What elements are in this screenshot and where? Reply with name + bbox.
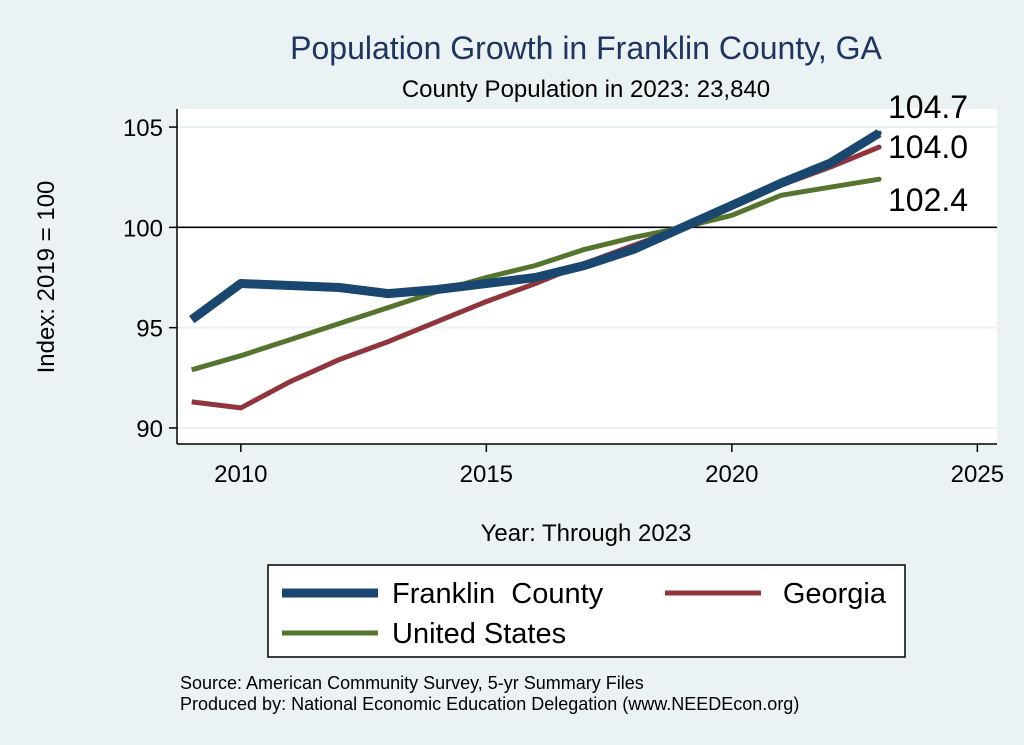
end-labels: 104.7 104.0 102.4 (888, 89, 968, 218)
x-axis-label: Year: Through 2023 (481, 520, 692, 547)
plot-area (177, 109, 997, 444)
series-line-united-states (191, 176, 880, 373)
producer-note: Produced by: National Economic Education… (180, 694, 799, 714)
y-tick-label-100: 100 (123, 215, 163, 242)
legend-label-2: Georgia (783, 578, 887, 610)
x-tick-label-2010: 2010 (214, 461, 267, 488)
source-note: Source: American Community Survey, 5-yr … (180, 673, 644, 693)
legend-label-1: Franklin County (392, 578, 604, 610)
series-lines (189, 129, 882, 411)
legend-label-3: United States (392, 618, 566, 650)
legend: Franklin County Georgia United States (282, 578, 887, 650)
y-axis-label: Index: 2019 = 100 (33, 181, 60, 374)
x-tick-label-2015: 2015 (460, 461, 513, 488)
x-tick-label-2025: 2025 (951, 461, 1004, 488)
legend-box (267, 564, 906, 658)
x-tick-label-2020: 2020 (705, 461, 758, 488)
y-tick-label-105: 105 (123, 115, 163, 142)
end-marker-1 (876, 130, 882, 136)
end-label-2: 104.0 (888, 129, 968, 165)
y-axis-ticks: 90 95 100 105 (123, 115, 177, 443)
end-marker-3 (876, 176, 882, 182)
chart-subtitle: County Population in 2023: 23,840 (402, 76, 770, 103)
chart-title: Population Growth in Franklin County, GA (290, 30, 882, 66)
series-line-franklin-county (189, 129, 882, 324)
end-label-3: 102.4 (888, 182, 968, 218)
end-label-1: 104.7 (888, 89, 968, 125)
end-marker-2 (876, 144, 882, 150)
x-axis-ticks: 2010 2015 2020 2025 (214, 444, 1004, 488)
axes (176, 109, 997, 445)
y-tick-label-90: 90 (136, 416, 163, 443)
y-tick-label-95: 95 (136, 316, 163, 343)
gridlines (177, 126, 997, 429)
